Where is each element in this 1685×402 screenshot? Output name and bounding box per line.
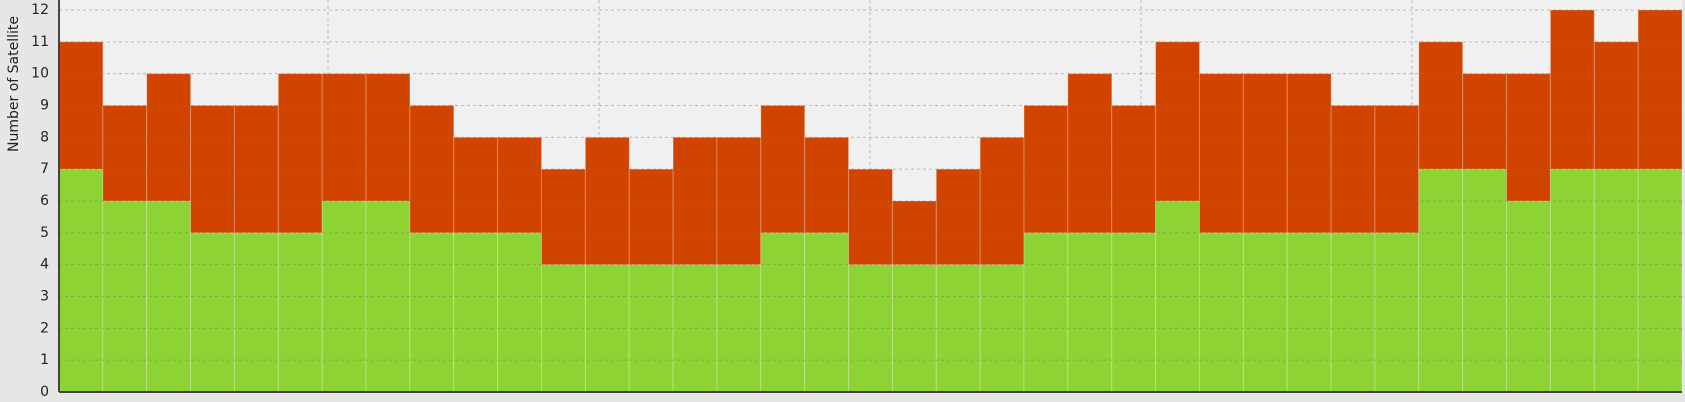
bar-segment xyxy=(935,264,981,393)
y-tick-label: 7 xyxy=(40,161,49,177)
bar-segment xyxy=(453,136,499,234)
bar-segment xyxy=(453,232,499,393)
bar-segment xyxy=(1593,41,1639,170)
bar-segment xyxy=(102,105,148,202)
bar-segment xyxy=(979,264,1025,393)
bar-segment xyxy=(58,41,104,170)
bar-segment xyxy=(365,200,411,393)
bar-segment xyxy=(1198,73,1244,234)
bar-segment xyxy=(1155,200,1200,393)
bar-segment xyxy=(321,73,367,202)
bar-segment xyxy=(1549,168,1595,393)
bar-segment xyxy=(628,168,674,266)
bar-segment xyxy=(1462,168,1508,393)
bar-segment xyxy=(277,232,323,393)
y-tick-label: 9 xyxy=(40,98,49,114)
bar-segment xyxy=(1374,105,1420,234)
y-tick-label: 1 xyxy=(40,352,49,368)
y-tick-label: 4 xyxy=(40,257,49,273)
bar-segment xyxy=(1242,232,1288,393)
bar-segment xyxy=(321,200,367,393)
bar-segment xyxy=(672,264,718,393)
bar-segment xyxy=(935,168,981,266)
bar-segment xyxy=(1111,105,1157,234)
bar-segment xyxy=(891,264,937,393)
bar-segment xyxy=(1418,168,1464,393)
bar-segment xyxy=(1374,232,1420,393)
bar-segment xyxy=(1637,9,1683,170)
y-axis-label: Number of Satellite xyxy=(6,16,22,152)
bar-segment xyxy=(1111,232,1157,393)
bar-segment xyxy=(804,136,850,234)
bar-segment xyxy=(979,136,1025,266)
bar-segment xyxy=(1462,73,1508,170)
y-tick-label: 3 xyxy=(40,289,49,305)
bar-segment xyxy=(190,232,235,393)
bar-segment xyxy=(365,73,411,202)
bar-segment xyxy=(1418,41,1464,170)
bar-segment xyxy=(1330,232,1376,393)
bar-segment xyxy=(146,73,192,202)
y-tick-label: 0 xyxy=(40,384,49,400)
bar-segment xyxy=(409,232,455,393)
y-tick-label: 10 xyxy=(31,66,49,82)
bar-segment xyxy=(891,200,937,266)
bar-segment xyxy=(1637,168,1683,393)
bar-segment xyxy=(233,232,279,393)
bar-segment xyxy=(1023,105,1069,234)
bar-segment xyxy=(760,232,806,393)
bar-segment xyxy=(541,168,586,266)
bar-segment xyxy=(672,136,718,266)
bar-segment xyxy=(584,136,630,266)
bar-segment xyxy=(848,168,893,266)
bar-segment xyxy=(409,105,455,234)
bar-segment xyxy=(716,136,762,266)
bar-segment xyxy=(1506,73,1551,202)
bar-segment xyxy=(1067,232,1113,393)
bar-segment xyxy=(497,232,543,393)
y-tick-label: 2 xyxy=(40,320,49,336)
y-tick-label: 8 xyxy=(40,129,49,145)
y-tick-label: 12 xyxy=(31,2,49,18)
bar-segment xyxy=(1155,41,1200,202)
bar-segment xyxy=(1286,73,1332,234)
bar-segment xyxy=(1067,73,1113,234)
y-tick-label: 11 xyxy=(31,34,49,50)
y-tick-label: 6 xyxy=(40,193,49,209)
bar-segment xyxy=(233,105,279,234)
bar-segment xyxy=(628,264,674,393)
bar-segment xyxy=(804,232,850,393)
bar-segment xyxy=(716,264,762,393)
bar-segment xyxy=(1242,73,1288,234)
y-tick-label: 5 xyxy=(40,225,49,241)
bar-segment xyxy=(58,168,104,393)
bar-segment xyxy=(1286,232,1332,393)
bar-segment xyxy=(1549,9,1595,170)
bar-segment xyxy=(760,105,806,234)
bar-segment xyxy=(1023,232,1069,393)
bar-segment xyxy=(1198,232,1244,393)
bar-segment xyxy=(1593,168,1639,393)
bar-segment xyxy=(190,105,235,234)
bar-segment xyxy=(277,73,323,234)
bar-segment xyxy=(497,136,543,234)
